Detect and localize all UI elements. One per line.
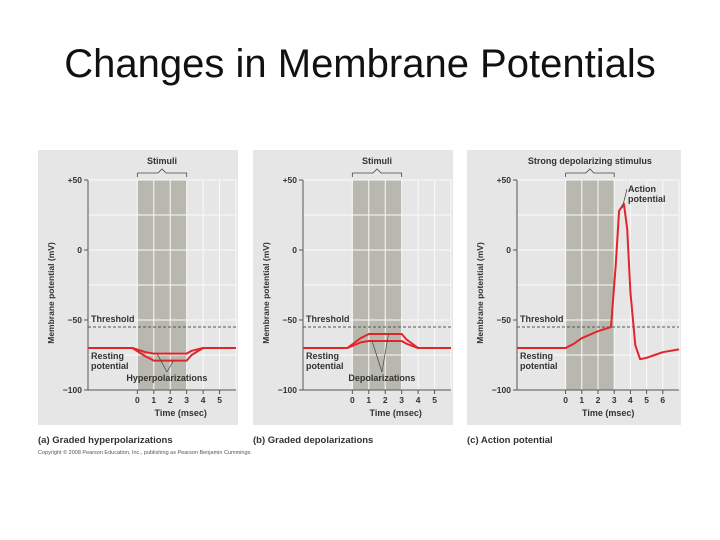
- panel-a: Stimuli +50 0 −50 −100 0 1 2 3 4 5 Time (msec) Membr…: [38, 150, 238, 450]
- chart-b: Stimuli +50 0 −50 −100 0 1 2 3 4 5 Time (msec) Membr…: [253, 150, 453, 425]
- annotation-pointer: [381, 333, 389, 373]
- x-tick-label: 3: [612, 395, 617, 405]
- stimulus-label: Stimuli: [147, 156, 177, 166]
- chart-c: Strong depolarizing stimulus +50 0 −50 −100 0…: [467, 150, 681, 425]
- resting-label: potential: [306, 361, 344, 371]
- y-tick-label: +50: [497, 175, 512, 185]
- y-tick-label: 0: [292, 245, 297, 255]
- x-tick-label: 6: [660, 395, 665, 405]
- x-tick-label: 4: [416, 395, 421, 405]
- panel-c: Strong depolarizing stimulus +50 0 −50 −100 0…: [467, 150, 681, 450]
- y-tick-label: −100: [278, 385, 297, 395]
- chart-a: Stimuli +50 0 −50 −100 0 1 2 3 4 5 Time (msec) Membr…: [38, 150, 238, 425]
- annotation-label: Hyperpolarizations: [126, 373, 207, 383]
- x-axis-label: Time (msec): [154, 408, 206, 418]
- x-tick-label: 5: [644, 395, 649, 405]
- y-axis-label: Membrane potential (mV): [46, 242, 56, 344]
- x-axis-label: Time (msec): [369, 408, 421, 418]
- annotation-label: Depolarizations: [348, 373, 415, 383]
- annotation-pointer: [156, 353, 168, 373]
- stimulus-bracket: [136, 168, 188, 177]
- threshold-label: Threshold: [306, 314, 350, 324]
- x-tick-label: 3: [184, 395, 189, 405]
- x-tick-label: 1: [151, 395, 156, 405]
- y-tick-label: −50: [283, 315, 298, 325]
- annotation-pointer: [621, 188, 628, 209]
- x-tick-label: 3: [399, 395, 404, 405]
- copyright-text: Copyright © 2008 Pearson Education, Inc.…: [38, 450, 252, 456]
- y-axis-label: Membrane potential (mV): [475, 242, 485, 344]
- resting-label: Resting: [520, 351, 553, 361]
- annotation-label: potential: [628, 194, 666, 204]
- resting-label: Resting: [91, 351, 124, 361]
- caption-b: (b) Graded depolarizations: [253, 435, 374, 446]
- caption-a: (a) Graded hyperpolarizations: [38, 435, 173, 446]
- resting-label: Resting: [306, 351, 339, 361]
- y-tick-label: −100: [492, 385, 511, 395]
- caption-c: (c) Action potential: [467, 435, 553, 446]
- x-tick-label: 2: [596, 395, 601, 405]
- threshold-label: Threshold: [520, 314, 564, 324]
- annotation-pointer: [166, 360, 174, 373]
- slide-title: Changes in Membrane Potentials: [64, 42, 656, 86]
- annotation-label: Action: [628, 184, 656, 194]
- y-tick-label: 0: [506, 245, 511, 255]
- series-line-1: [517, 202, 680, 361]
- y-tick-label: −50: [497, 315, 512, 325]
- resting-label: potential: [91, 361, 129, 371]
- threshold-label: Threshold: [91, 314, 135, 324]
- y-axis-label: Membrane potential (mV): [261, 242, 271, 344]
- x-tick-label: 5: [217, 395, 222, 405]
- y-tick-label: 0: [77, 245, 82, 255]
- stimulus-bracket: [565, 168, 615, 177]
- x-tick-label: 1: [579, 395, 584, 405]
- y-tick-label: +50: [283, 175, 298, 185]
- series-line-2: [303, 333, 451, 349]
- x-tick-label: 2: [383, 395, 388, 405]
- annotation-pointer: [371, 340, 383, 373]
- panel-b: Stimuli +50 0 −50 −100 0 1 2 3 4 5 Time (msec) Membr…: [253, 150, 453, 450]
- x-tick-label: 0: [135, 395, 140, 405]
- y-tick-label: −100: [63, 385, 82, 395]
- y-tick-label: +50: [68, 175, 83, 185]
- y-tick-label: −50: [68, 315, 83, 325]
- stimulus-label: Strong depolarizing stimulus: [528, 156, 652, 166]
- stimulus-label: Stimuli: [362, 156, 392, 166]
- x-axis-label: Time (msec): [582, 408, 634, 418]
- x-tick-label: 2: [168, 395, 173, 405]
- x-tick-label: 0: [563, 395, 568, 405]
- x-tick-label: 1: [366, 395, 371, 405]
- resting-label: potential: [520, 361, 558, 371]
- x-tick-label: 4: [201, 395, 206, 405]
- series-line-2: [88, 347, 236, 362]
- x-tick-label: 4: [628, 395, 633, 405]
- stimulus-bracket: [351, 168, 403, 177]
- x-tick-label: 5: [432, 395, 437, 405]
- x-tick-label: 0: [350, 395, 355, 405]
